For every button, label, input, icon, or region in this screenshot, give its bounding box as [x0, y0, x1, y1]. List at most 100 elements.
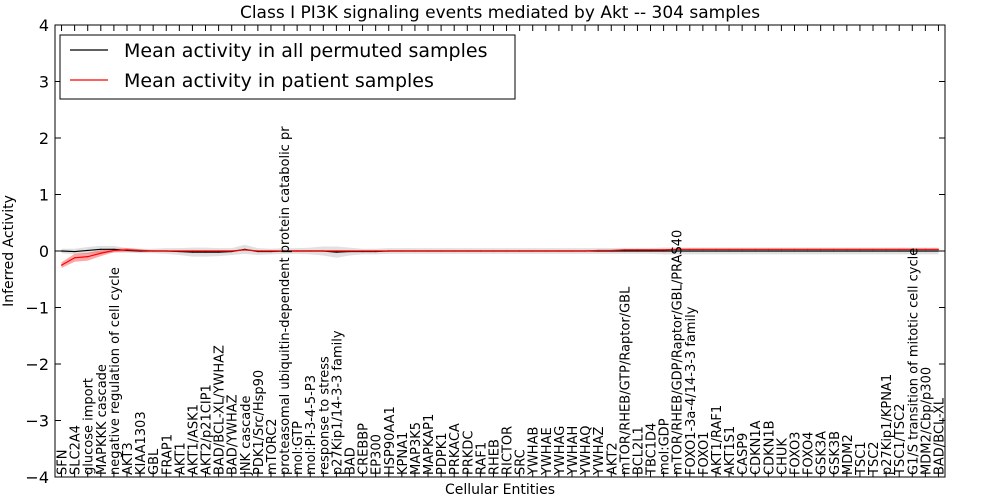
data-point — [636, 250, 639, 252]
data-point — [911, 250, 913, 252]
data-point — [204, 250, 207, 252]
data-point — [872, 250, 874, 252]
legend-box — [59, 34, 516, 100]
x-tick-label: AKT1S1 — [723, 426, 738, 475]
data-point — [898, 248, 900, 250]
x-tick-label: GSK3A — [815, 431, 830, 475]
data-point — [793, 248, 796, 250]
data-point — [466, 250, 468, 252]
x-tick-label: CDKN1A — [749, 420, 764, 475]
data-point — [584, 250, 586, 252]
x-tick-label: YWHAE — [540, 427, 555, 476]
x-tick-label: KPNA1 — [396, 432, 411, 475]
plot-frame — [54, 24, 946, 478]
x-tick-label: BAD/BCL-XL/YWHAZ — [213, 345, 228, 475]
data-point — [257, 250, 259, 252]
data-point — [453, 250, 455, 252]
data-point — [440, 250, 442, 252]
data-point — [335, 251, 337, 253]
data-point — [322, 250, 324, 252]
data-point — [767, 248, 769, 250]
x-tick-label: mol:GDP — [658, 418, 673, 475]
data-point — [741, 250, 743, 252]
data-point — [165, 250, 167, 252]
x-tick-label: p27Kip1/14-3-3 family — [330, 330, 345, 475]
x-tick-label: FOXO3 — [788, 432, 803, 475]
data-point — [113, 249, 115, 252]
data-point — [505, 250, 508, 252]
y-tick-label: −2 — [25, 355, 49, 374]
x-tick-label: PRKACA — [448, 423, 463, 475]
data-point — [754, 250, 756, 252]
x-tick-label: HSP90AA1 — [383, 406, 398, 475]
x-tick-label: KIAA1303 — [134, 411, 149, 475]
data-point — [806, 250, 809, 252]
data-point — [479, 250, 481, 252]
data-point — [204, 251, 207, 253]
x-tick-label: AKT1/RAF1 — [710, 405, 725, 475]
x-tick-label: response to stress — [317, 356, 332, 475]
x-tick-label: BAD/YWHAZ — [226, 394, 241, 475]
y-tick-label: −1 — [25, 299, 49, 318]
data-point — [937, 250, 940, 252]
x-tick-label: TSC2 — [867, 441, 882, 476]
data-point — [911, 248, 913, 250]
data-point — [74, 257, 76, 259]
data-point — [793, 250, 796, 252]
x-tick-label: AKT1/ASK1 — [186, 404, 201, 475]
data-point — [74, 250, 76, 253]
x-tick-label: TSC1 — [854, 441, 869, 476]
x-tick-label: G1/S transition of mitotic cell cycle — [906, 248, 921, 475]
x-tick-label: PDPK1 — [435, 433, 450, 476]
data-point — [715, 248, 717, 250]
data-point — [152, 250, 154, 252]
data-point — [649, 249, 652, 251]
data-point — [597, 249, 599, 252]
x-tick-label: FOXO1 — [697, 432, 712, 475]
data-point — [191, 251, 194, 253]
data-point — [348, 250, 351, 252]
x-tick-label: FRAP1 — [160, 434, 175, 475]
y-tick-label: 2 — [39, 129, 49, 148]
x-tick-label: MAPKKK cascade — [95, 364, 110, 475]
x-tick-label: YWHAH — [566, 426, 581, 476]
x-tick-label: mTOR/RHEB/GTP/Raptor/GBL — [618, 286, 633, 475]
data-point — [728, 248, 730, 250]
x-tick-label: PRKDC — [461, 431, 476, 475]
x-tick-label: BAD — [343, 447, 358, 475]
data-point — [689, 250, 691, 252]
data-point — [937, 248, 940, 250]
x-tick-label: YWHAG — [553, 426, 568, 476]
band-patient — [61, 248, 939, 268]
x-tick-label: proteasomal ubiquitin-dependent protein … — [278, 126, 293, 475]
legend-label-patient: Mean activity in patient samples — [124, 70, 434, 92]
data-point — [663, 249, 665, 251]
x-tick-label: MDM2 — [841, 434, 856, 475]
x-tick-label: SRC — [514, 449, 529, 475]
data-point — [87, 249, 89, 252]
y-axis-label: Inferred Activity — [1, 195, 17, 307]
data-point — [388, 250, 390, 252]
data-point — [244, 249, 246, 251]
data-point — [532, 250, 534, 252]
data-point — [885, 248, 887, 250]
x-tick-label: GSK3B — [828, 431, 843, 475]
data-point — [676, 248, 678, 250]
data-point — [754, 248, 756, 250]
data-point — [872, 248, 874, 250]
data-point — [414, 250, 416, 252]
data-point — [571, 250, 573, 252]
data-point — [833, 248, 835, 250]
data-point — [231, 250, 233, 252]
y-tick-label: −4 — [25, 468, 49, 487]
x-tick-label: MAPKAP1 — [422, 414, 437, 475]
data-point — [820, 250, 822, 252]
data-point — [767, 250, 769, 252]
data-point — [806, 248, 809, 250]
data-point — [296, 250, 298, 252]
x-tick-label: p27Kip1/KPNA1 — [880, 374, 895, 475]
data-point — [427, 250, 429, 252]
data-point — [924, 250, 926, 252]
y-tick-label: 3 — [39, 73, 49, 92]
legend-label-permuted: Mean activity in all permuted samples — [124, 40, 487, 62]
